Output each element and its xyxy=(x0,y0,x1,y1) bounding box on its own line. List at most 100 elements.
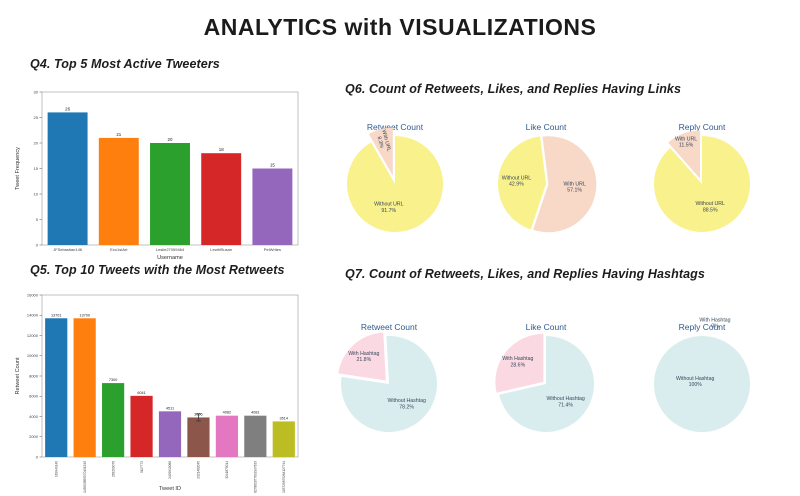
bar-value-label: 4081 xyxy=(251,411,259,415)
bar-value-label: 4082 xyxy=(223,411,231,415)
q6-reply-count-pie: Reply Count With URL 11.5% Without URL 88.5% xyxy=(617,116,787,266)
pie-slice-label: With URL8.3% xyxy=(374,129,392,154)
pie-slice-Without Hashtag xyxy=(654,336,750,432)
pie-slice-label: With URL 57.1% xyxy=(564,182,586,194)
bar-PetWrites xyxy=(252,168,293,245)
q6-heading: Q6. Count of Retweets, Likes, and Replie… xyxy=(345,82,682,96)
bar-JFSebastian146 xyxy=(47,112,88,246)
x-tick-label: 263209076 xyxy=(111,461,115,477)
pie-slice-Without Hashtag xyxy=(341,336,437,432)
x-tick-label: Eco1stArt xyxy=(110,247,128,252)
y-tick-label: 15 xyxy=(34,166,39,171)
bar-value-label: 18 xyxy=(219,147,224,152)
y-tick-label: 10 xyxy=(34,191,39,196)
pie-title: Retweet Count xyxy=(367,122,424,132)
bar-value-label: 3514 xyxy=(280,416,288,420)
x-tick-label: JFSebastian146 xyxy=(53,247,83,252)
x-tick-label: 1103725875284127744 xyxy=(282,461,286,493)
bar-value-label: 20 xyxy=(168,137,173,142)
y-tick-label: 20 xyxy=(34,140,39,145)
pie-slice-label: With Hashtag 0% xyxy=(699,317,730,329)
bar-value-label: 15 xyxy=(270,163,275,168)
bar-827861877692997633 xyxy=(244,415,267,457)
bar-LewittSusan xyxy=(201,153,242,245)
page-title: ANALYTICS with VISUALIZATIONS xyxy=(203,14,597,40)
pie-slice-Without URL xyxy=(347,136,443,232)
pie-slice-With URL xyxy=(368,127,393,176)
x-tick-label: 2321482045 xyxy=(197,461,201,479)
x-axis-label: Tweet ID xyxy=(159,486,181,492)
x-tick-label: 2409919066 xyxy=(168,461,172,479)
pie-slice-Without URL xyxy=(654,136,750,232)
y-tick-label: 6000 xyxy=(29,394,39,399)
y-tick-label: 25 xyxy=(34,115,39,120)
x-tick-label: LewittSusan xyxy=(210,247,232,252)
x-tick-label: 3117772 xyxy=(140,461,144,473)
q7-retweet-count-pie: Retweet Count With Hashtag 21.8% Without Ha… xyxy=(304,316,474,466)
bar-3117772 xyxy=(130,395,153,457)
q7-reply-count-pie: Reply Count With Hashtag 0% Without Hashtag… xyxy=(617,316,787,466)
pie-slice-With URL xyxy=(533,136,597,233)
q5-bar-chart: 0 2000 4000 6000 8000 10000 12000 14000 16000 Ret… xyxy=(15,292,299,493)
bar-1143503855570491545 xyxy=(73,318,96,457)
pie-title: Like Count xyxy=(526,122,567,132)
pie-chart-svg: Retweet Count With Hashtag 21.8% Without Ha… xyxy=(338,322,437,432)
x-axis-label: Username xyxy=(157,255,183,261)
pie-slice-label: Without URL 91.7% xyxy=(374,202,404,214)
y-tick-label: 10000 xyxy=(27,353,39,358)
x-tick-label: 3241875014 xyxy=(225,461,229,479)
y-tick-label: 8000 xyxy=(29,373,39,378)
pie-slice-Without Hashtag xyxy=(499,336,594,432)
bar-1103725875284127744 xyxy=(272,421,295,457)
bar-3241875014 xyxy=(215,415,238,457)
pie-chart-svg: Like Count With Hashtag 28.6% Without Hasht… xyxy=(495,322,594,432)
bar-value-label: 13700 xyxy=(79,313,90,317)
pie-slice-label: Without Hashtag 78.2% xyxy=(387,398,425,410)
y-tick-label: 0 xyxy=(36,454,39,459)
pie-title: Like Count xyxy=(526,322,567,332)
x-tick-label: Leslie27059464 xyxy=(156,247,185,252)
y-tick-label: 30 xyxy=(34,89,39,94)
pie-slice-label: With Hashtag 21.8% xyxy=(348,351,379,363)
q7-like-count-pie: Like Count With Hashtag 28.6% Without Hasht… xyxy=(461,316,631,466)
y-tick-label: 4000 xyxy=(29,414,39,419)
q7-heading: Q7. Count of Retweets, Likes, and Replie… xyxy=(345,267,705,281)
pie-slice-label: With Hashtag 28.6% xyxy=(502,356,533,368)
x-tick-label: PetWrites xyxy=(264,247,281,252)
q6-retweet-count-pie: Retweet Count With URL8.3% Without URL 91.7… xyxy=(310,116,480,266)
pie-slice-Without URL xyxy=(498,136,546,230)
y-axis-label: Retweet Count xyxy=(15,357,21,394)
bar-value-label: 26 xyxy=(65,106,70,111)
y-tick-label: 16000 xyxy=(27,292,39,297)
pie-slice-label: Without Hashtag 100% xyxy=(676,376,714,388)
bar-2409919066 xyxy=(158,411,182,457)
bar-value-label: 4511 xyxy=(166,406,174,410)
q6-like-count-pie: Like Count Without URL 42.9% With URL 57.1% xyxy=(461,116,631,266)
pie-slice-label: Without URL 42.9% xyxy=(502,175,532,187)
bar-263209076 xyxy=(102,383,125,457)
pie-title: Reply Count xyxy=(679,322,726,332)
y-tick-label: 0 xyxy=(36,242,39,247)
q4-heading: Q4. Top 5 Most Active Tweeters xyxy=(30,57,220,71)
x-tick-label: 1143503855570491545 xyxy=(83,461,87,493)
q5-heading: Q5. Top 10 Tweets with the Most Retweets xyxy=(30,263,285,277)
y-tick-label: 2000 xyxy=(29,434,39,439)
y-tick-label: 14000 xyxy=(27,313,39,318)
y-tick-label: 5 xyxy=(36,217,39,222)
pie-chart-svg: Like Count Without URL 42.9% With URL 57.1% xyxy=(498,122,597,233)
pie-slice-label: Without URL 88.5% xyxy=(696,201,726,213)
bar-value-label: 6041 xyxy=(137,391,145,395)
pie-chart-svg: Reply Count With URL 11.5% Without URL 88.5% xyxy=(654,122,750,232)
q4-bar-chart: 0 5 10 15 20 25 30 Tweet Frequency 26 JFSebastian… xyxy=(15,89,299,261)
bar-189949140 xyxy=(45,318,68,457)
pie-slice-label: With URL 11.5% xyxy=(675,136,697,148)
bar-2321482045 xyxy=(187,417,210,457)
bar-Eco1stArt xyxy=(98,137,139,245)
pie-slice-With Hashtag xyxy=(338,332,386,381)
bar-value-label: 13701 xyxy=(51,313,62,317)
pie-slice-With URL xyxy=(668,130,700,179)
pie-slice-With Hashtag xyxy=(495,333,544,393)
x-tick-label: 827861877692997633 xyxy=(254,461,258,493)
